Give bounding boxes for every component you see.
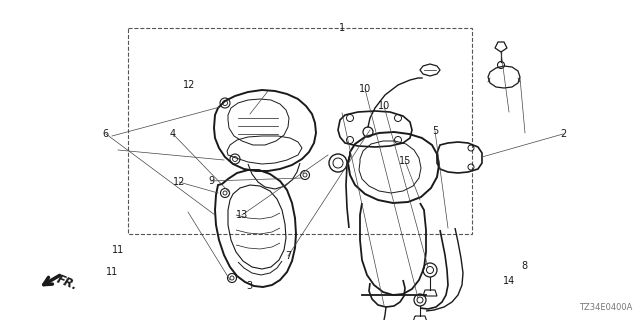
Text: 7: 7	[285, 251, 291, 261]
Text: 8: 8	[522, 260, 528, 271]
Text: 14: 14	[502, 276, 515, 286]
Text: 10: 10	[358, 84, 371, 94]
Text: 13: 13	[236, 210, 248, 220]
Text: 11: 11	[112, 245, 125, 255]
Text: 10: 10	[378, 100, 390, 111]
Text: 5: 5	[432, 125, 438, 136]
Bar	[128, 28, 472, 234]
Text: 2: 2	[560, 129, 566, 139]
Text: 12: 12	[182, 80, 195, 90]
Text: TZ34E0400A: TZ34E0400A	[579, 303, 632, 312]
Text: 3: 3	[246, 281, 253, 292]
Text: 11: 11	[106, 267, 118, 277]
Text: 15: 15	[399, 156, 412, 166]
Text: 6: 6	[102, 129, 109, 140]
Text: FR.: FR.	[55, 273, 80, 293]
Text: 4: 4	[170, 129, 176, 140]
Text: 9: 9	[208, 176, 214, 186]
Text: 12: 12	[173, 177, 186, 187]
Text: 1: 1	[339, 23, 346, 33]
